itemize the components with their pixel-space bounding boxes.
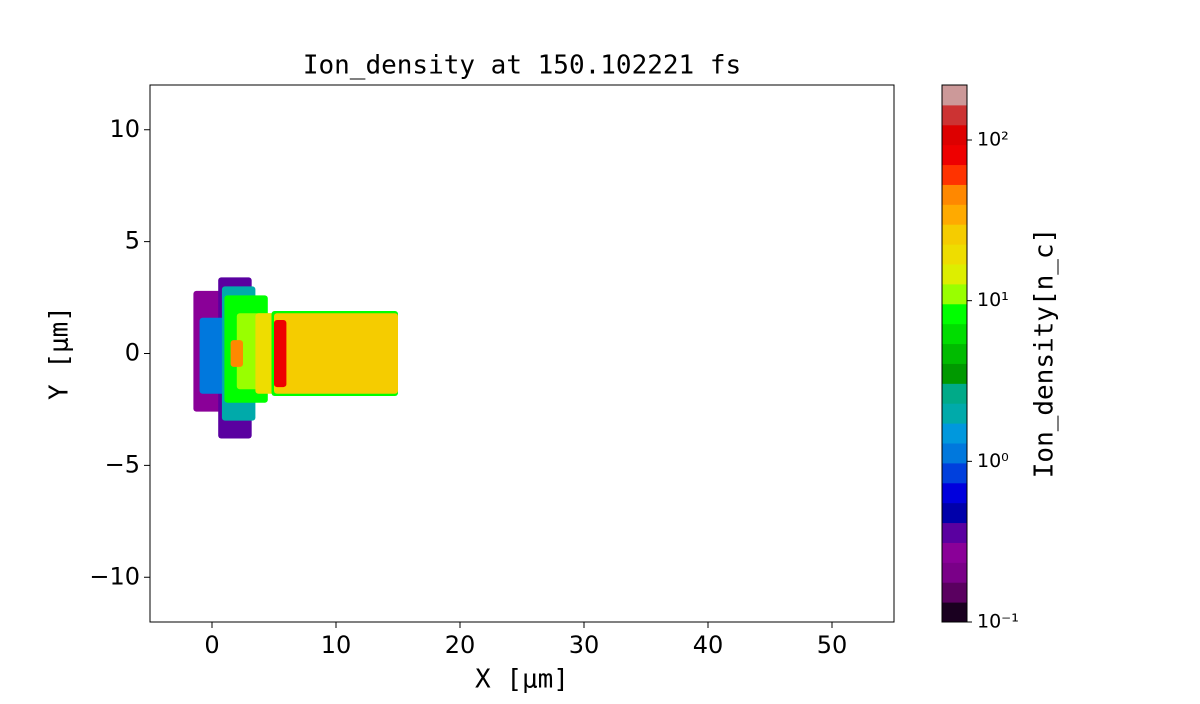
colorbar-frame (941, 84, 968, 623)
colorbar-band (942, 244, 967, 265)
colorbar-band (942, 224, 967, 245)
colorbar-band (942, 264, 967, 285)
colorbar-band (942, 184, 967, 205)
colorbar-band (942, 343, 967, 364)
y-tick-label: 0 (125, 339, 140, 367)
density-region (255, 313, 277, 394)
colorbar-band (942, 602, 967, 623)
density-region (274, 313, 398, 394)
density-region (274, 319, 287, 388)
y-tick-label: 5 (125, 227, 140, 255)
colorbar-band (942, 482, 967, 504)
x-tick-label: 30 (569, 631, 600, 659)
x-tick-label: 20 (445, 631, 476, 659)
x-axis-label: X [μm] (475, 665, 569, 695)
colorbar-band (942, 164, 967, 185)
colorbar-label: Ion_density[n_c] (1030, 228, 1060, 478)
y-tick-label: −10 (89, 562, 140, 590)
colorbar-band (942, 403, 967, 424)
colorbar-band (942, 104, 967, 126)
colorbar-band (942, 144, 967, 166)
colorbar-tick-label: 10² (977, 129, 1009, 151)
colorbar-band (942, 522, 967, 543)
density-region (230, 340, 243, 367)
chart-title: Ion_density at 150.102221 fs (303, 51, 741, 81)
colorbar-tick-label: 10⁰ (977, 450, 1009, 472)
x-tick-label: 50 (817, 631, 848, 659)
colorbar-band (942, 204, 967, 225)
colorbar-band (942, 323, 967, 345)
y-tick-label: 10 (109, 115, 140, 143)
x-tick-label: 40 (693, 631, 724, 659)
colorbar-band (942, 423, 967, 444)
x-tick-label: 10 (321, 631, 352, 659)
y-tick-label: −5 (105, 450, 140, 478)
colorbar-band (942, 303, 967, 325)
colorbar-band (942, 462, 967, 484)
colorbar-band (942, 502, 967, 524)
colorbar-band (942, 383, 967, 404)
colorbar-band (942, 85, 967, 106)
x-tick-label: 0 (204, 631, 219, 659)
colorbar-band (942, 562, 967, 583)
colorbar-tick-label: 10¹ (977, 289, 1009, 311)
colorbar-band (942, 283, 967, 305)
colorbar-band (942, 363, 967, 384)
colorbar-band (942, 443, 967, 464)
colorbar-band (942, 542, 967, 563)
colorbar-band (942, 124, 967, 146)
colorbar-band (942, 582, 967, 603)
colorbar-tick-label: 10⁻¹ (977, 611, 1019, 633)
y-axis-label: Y [μm] (45, 306, 75, 400)
